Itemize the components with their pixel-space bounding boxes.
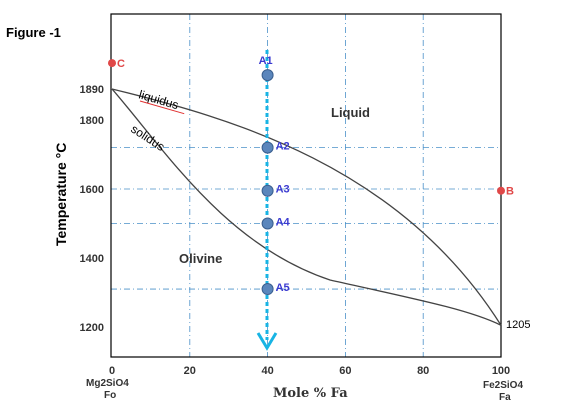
x-tick-label: 0 [109, 365, 115, 377]
point-label-a2: A2 [276, 141, 290, 153]
liquidus-underline [139, 100, 185, 115]
plot-frame [110, 13, 502, 358]
marker-b [497, 186, 505, 195]
x-tick-label: 80 [417, 365, 429, 377]
y-axis-title: Temperature °C [53, 143, 69, 246]
marker-c [108, 59, 116, 68]
solidus-label: solidus [128, 122, 167, 154]
y-tick-label: 1400 [80, 253, 104, 265]
point-label-a1: A1 [259, 55, 273, 67]
x-tick-label: 20 [184, 365, 196, 377]
liquidus-label: liquidus [137, 87, 180, 112]
point-a3 [261, 184, 274, 197]
marker-label-b: B [506, 186, 514, 198]
marker-label-c: C [117, 58, 125, 70]
point-label-a5: A5 [276, 282, 290, 294]
point-label-a4: A4 [276, 217, 291, 229]
x-axis-title: Mole % Fa [273, 386, 348, 401]
x-tick-labels: 0 20 40 60 80 100 [109, 365, 510, 377]
cooling-path-arrow [256, 50, 278, 351]
fo-formula: Mg2SiO4 [86, 378, 129, 389]
x-tick-label: 60 [339, 365, 351, 377]
liquid-field-label: Liquid [331, 105, 370, 120]
reference-markers: CB [108, 58, 514, 198]
composition-points: A1 A2 A3 A4 A5 [259, 55, 291, 296]
y-tick-label: 1890 [80, 84, 104, 96]
right-temp-label: 1205 [506, 319, 530, 331]
x-tick-label: 100 [492, 365, 510, 377]
x-tick-label: 40 [261, 365, 273, 377]
point-a4 [261, 217, 274, 230]
y-tick-label: 1600 [80, 184, 104, 196]
fo-label: Fo [104, 390, 116, 401]
figure-label: Figure -1 [6, 25, 61, 40]
olivine-field-label: Olivine [179, 251, 222, 266]
point-a2 [261, 141, 274, 154]
liquidus-curve [111, 88, 502, 326]
fa-formula: Fe2SiO4 [483, 380, 523, 391]
point-a1 [261, 69, 274, 82]
solidus-curve [111, 88, 502, 326]
y-tick-label: 1800 [80, 115, 104, 127]
point-label-a3: A3 [276, 184, 290, 196]
y-tick-labels: 1200 1400 1600 1800 1890 [80, 84, 104, 334]
fa-label: Fa [499, 392, 511, 403]
point-a5 [261, 283, 274, 296]
y-tick-label: 1200 [80, 322, 104, 334]
